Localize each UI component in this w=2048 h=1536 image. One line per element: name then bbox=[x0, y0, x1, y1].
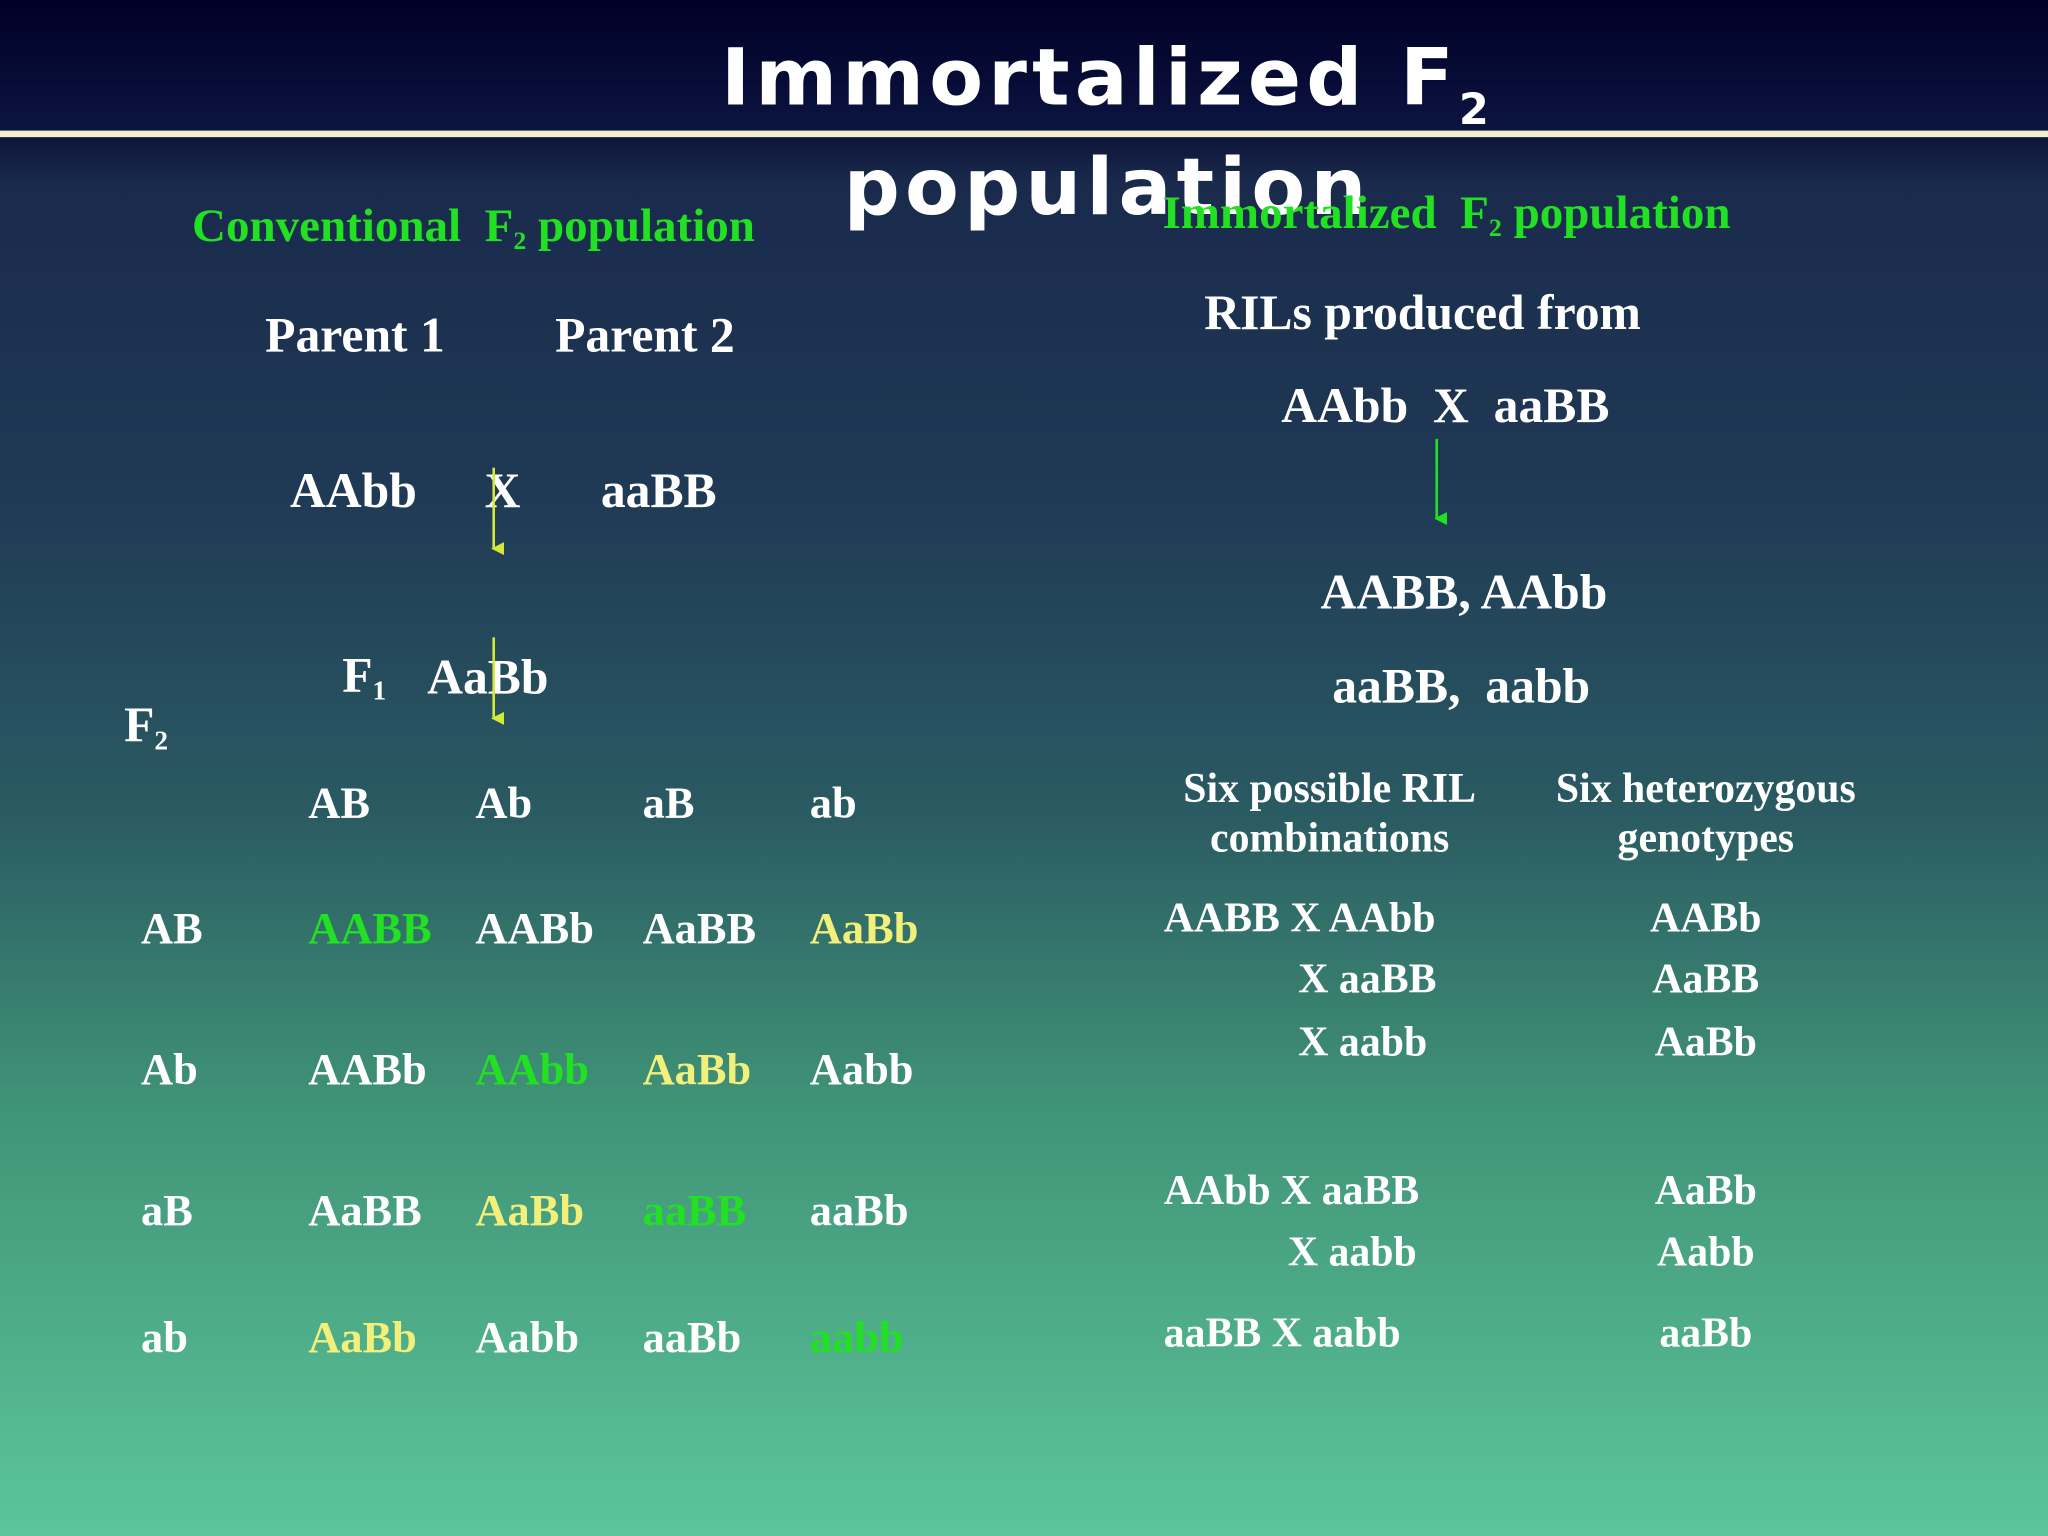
heterozygous-genotype: AaBB bbox=[1652, 954, 1760, 1002]
heading-text: population bbox=[1501, 186, 1731, 239]
ril-combination: AAbb X aaBB bbox=[1163, 1166, 1420, 1214]
cross-symbol: X bbox=[484, 463, 521, 519]
heterozygous-genotype: aaBb bbox=[1659, 1308, 1753, 1356]
genotype-cell: AABb bbox=[308, 1046, 427, 1095]
parent-label: Parent 2 bbox=[555, 308, 735, 364]
heterozygous-genotype: AABb bbox=[1650, 893, 1762, 941]
title-text: population bbox=[843, 142, 1372, 234]
genotype-cell: AaBb bbox=[308, 1313, 417, 1363]
column-header: aB bbox=[642, 779, 695, 829]
genotype-cell: AABb bbox=[475, 905, 594, 954]
ril-combination: X aaBB bbox=[1298, 954, 1437, 1002]
title-text: Immortalized F bbox=[721, 32, 1459, 125]
parent-label: Parent 1 bbox=[265, 308, 445, 364]
header-band bbox=[0, 0, 2048, 131]
heading-subscript: 2 bbox=[513, 226, 527, 256]
label-subscript: 2 bbox=[154, 724, 169, 756]
heterozygous-genotype: AaBb bbox=[1654, 1166, 1757, 1214]
ril-combination: X aabb bbox=[1287, 1227, 1417, 1275]
label-text: F bbox=[342, 648, 373, 704]
f2-label: F2 bbox=[124, 701, 168, 755]
column-header: Six heterozygous bbox=[1555, 764, 1856, 812]
heterozygous-genotype: AaBb bbox=[1654, 1017, 1757, 1065]
genotype-cell: AaBb bbox=[642, 1046, 752, 1095]
genotype-cell: AAbb bbox=[475, 1046, 589, 1095]
heterozygous-genotype: Aabb bbox=[1657, 1227, 1755, 1275]
genotype-cell: AaBB bbox=[308, 1187, 422, 1236]
genotype: AaBb bbox=[427, 650, 549, 706]
genotype-cell: Aabb bbox=[809, 1046, 914, 1095]
ril-text: RILs produced from bbox=[1204, 286, 1641, 341]
genotype-cell: aaBb bbox=[809, 1187, 909, 1236]
right-heading: Immortalized F2 population bbox=[1162, 189, 1730, 242]
column-header: Ab bbox=[475, 779, 533, 829]
heading-text: Conventional F bbox=[191, 199, 514, 252]
ril-genotypes: AABB, AAbb bbox=[1320, 565, 1608, 621]
genotype: aaBB bbox=[600, 463, 717, 519]
title-line-1: Immortalized F2 bbox=[0, 39, 2048, 130]
title-line-2: population bbox=[0, 149, 2048, 227]
heading-text: Immortalized F bbox=[1162, 186, 1489, 239]
left-heading: Conventional F2 population bbox=[192, 202, 755, 255]
genotype-cell: aabb bbox=[809, 1313, 904, 1363]
column-header: combinations bbox=[1210, 813, 1450, 861]
genotype-cell: aaBb bbox=[642, 1313, 742, 1363]
label-subscript: 1 bbox=[372, 674, 387, 707]
column-header: AB bbox=[308, 779, 370, 829]
ril-combination: aaBB X aabb bbox=[1163, 1308, 1401, 1356]
ril-cross: AAbb X aaBB bbox=[1281, 378, 1610, 434]
ril-genotypes: aaBB, aabb bbox=[1332, 659, 1591, 715]
row-header: aB bbox=[141, 1187, 193, 1236]
genotype-cell: AaBb bbox=[809, 905, 919, 954]
genotype-cell: AABB bbox=[308, 905, 432, 954]
genotype-cell: Aabb bbox=[475, 1313, 580, 1363]
column-header: genotypes bbox=[1617, 813, 1795, 861]
heading-subscript: 2 bbox=[1488, 213, 1502, 243]
heading-text: population bbox=[526, 199, 755, 252]
column-header: ab bbox=[809, 779, 857, 829]
ril-combination: X aabb bbox=[1298, 1017, 1428, 1065]
f1-label: F1 bbox=[342, 651, 386, 705]
title-subscript: 2 bbox=[1458, 83, 1495, 135]
row-header: AB bbox=[141, 905, 203, 954]
genotype: AAbb bbox=[289, 463, 417, 519]
column-header: Six possible RIL bbox=[1183, 764, 1476, 812]
row-header: ab bbox=[141, 1313, 188, 1363]
genotype-cell: aaBB bbox=[642, 1187, 747, 1236]
genotype-cell: AaBb bbox=[475, 1187, 585, 1236]
header-rule bbox=[0, 130, 2048, 138]
genotype-cell: AaBB bbox=[642, 905, 757, 954]
label-text: F bbox=[124, 698, 155, 753]
ril-combination: AABB X AAbb bbox=[1163, 893, 1436, 941]
row-header: Ab bbox=[141, 1046, 198, 1095]
